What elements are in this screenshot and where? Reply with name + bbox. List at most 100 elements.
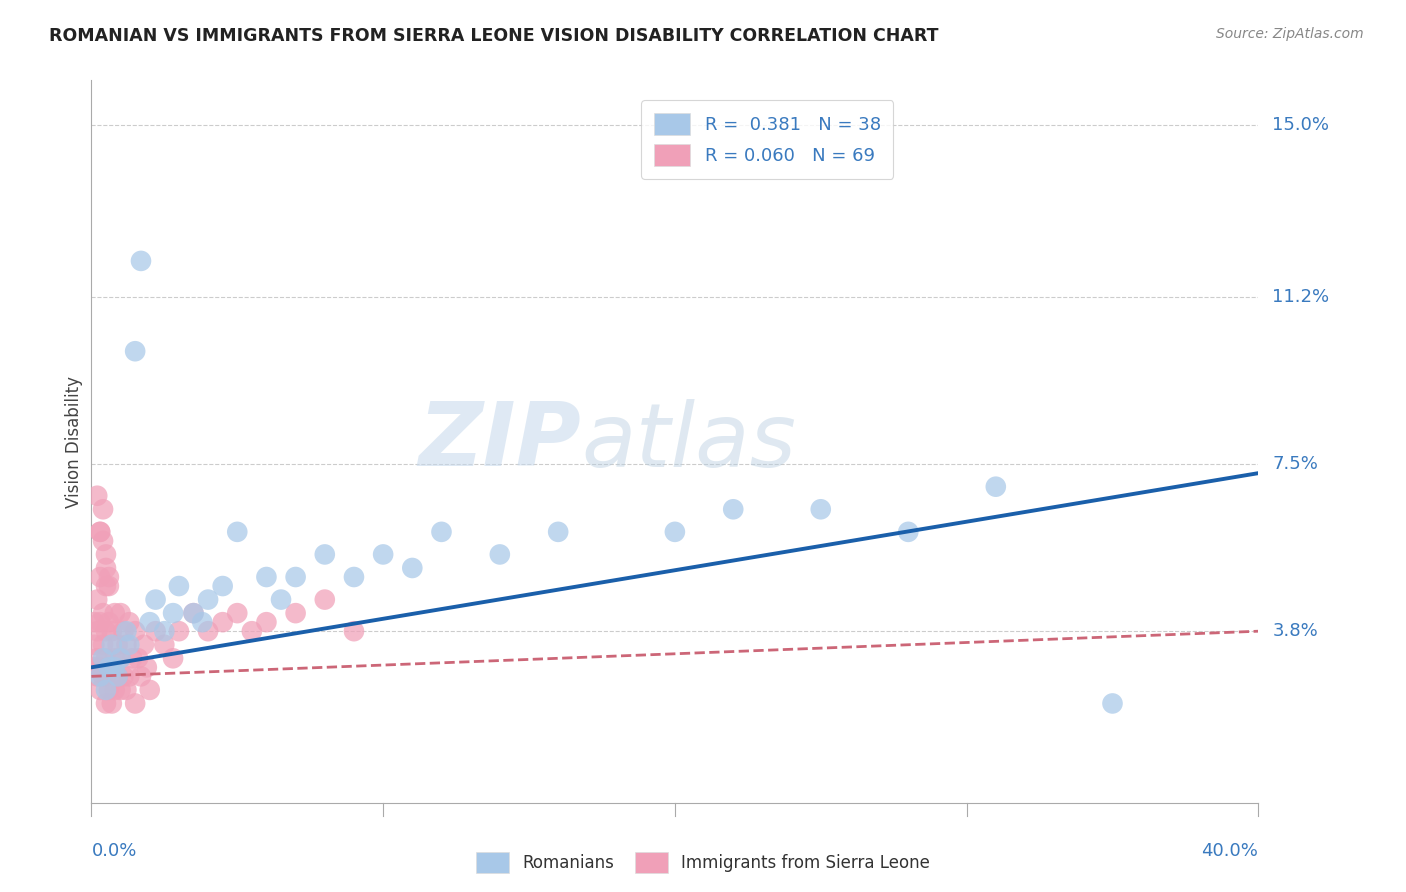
Point: [167, 624, 190, 639]
Point: [343, 570, 366, 584]
Text: 0.0%: 0.0%: [91, 842, 136, 860]
Point: [118, 669, 141, 683]
Point: [94, 579, 117, 593]
Point: [138, 682, 162, 697]
Point: [89, 524, 111, 539]
Point: [112, 624, 135, 639]
Point: [371, 548, 394, 562]
Point: [121, 651, 143, 665]
Point: [104, 682, 127, 697]
Point: [153, 638, 176, 652]
Point: [191, 615, 214, 630]
Point: [547, 524, 569, 539]
Point: [153, 624, 176, 639]
Point: [118, 638, 141, 652]
Point: [115, 682, 138, 697]
Point: [86, 489, 108, 503]
Point: [91, 651, 114, 665]
Point: [129, 253, 152, 268]
Point: [94, 624, 117, 639]
Point: [115, 638, 138, 652]
Point: [86, 592, 108, 607]
Text: 11.2%: 11.2%: [1272, 288, 1330, 306]
Point: [89, 669, 111, 683]
Point: [129, 669, 152, 683]
Point: [284, 606, 307, 620]
Point: [101, 624, 124, 639]
Point: [89, 660, 111, 674]
Point: [183, 606, 205, 620]
Point: [115, 624, 138, 639]
Point: [226, 606, 249, 620]
Point: [810, 502, 832, 516]
Point: [97, 660, 120, 674]
Point: [197, 592, 219, 607]
Point: [162, 606, 184, 620]
Point: [211, 615, 233, 630]
Point: [107, 669, 129, 683]
Point: [89, 682, 111, 697]
Point: [314, 592, 336, 607]
Point: [91, 502, 114, 516]
Text: atlas: atlas: [582, 399, 796, 484]
Legend: Romanians, Immigrants from Sierra Leone: Romanians, Immigrants from Sierra Leone: [470, 846, 936, 880]
Text: 3.8%: 3.8%: [1272, 623, 1317, 640]
Point: [91, 606, 114, 620]
Point: [101, 697, 124, 711]
Y-axis label: Vision Disability: Vision Disability: [65, 376, 83, 508]
Text: ROMANIAN VS IMMIGRANTS FROM SIERRA LEONE VISION DISABILITY CORRELATION CHART: ROMANIAN VS IMMIGRANTS FROM SIERRA LEONE…: [49, 27, 939, 45]
Legend: R =  0.381   N = 38, R = 0.060   N = 69: R = 0.381 N = 38, R = 0.060 N = 69: [641, 100, 893, 178]
Point: [94, 697, 117, 711]
Point: [94, 651, 117, 665]
Point: [91, 533, 114, 548]
Point: [118, 615, 141, 630]
Point: [240, 624, 263, 639]
Point: [101, 660, 124, 674]
Point: [314, 548, 336, 562]
Point: [104, 660, 127, 674]
Point: [94, 561, 117, 575]
Point: [135, 660, 157, 674]
Point: [94, 682, 117, 697]
Point: [124, 697, 146, 711]
Point: [91, 669, 114, 683]
Point: [138, 615, 162, 630]
Point: [167, 579, 190, 593]
Point: [83, 615, 105, 630]
Point: [86, 651, 108, 665]
Point: [107, 669, 129, 683]
Point: [270, 592, 292, 607]
Point: [112, 669, 135, 683]
Point: [104, 651, 127, 665]
Point: [86, 624, 108, 639]
Point: [97, 570, 120, 584]
Point: [86, 669, 108, 683]
Point: [124, 344, 146, 359]
Point: [197, 624, 219, 639]
Point: [91, 638, 114, 652]
Point: [127, 651, 149, 665]
Point: [284, 570, 307, 584]
Point: [97, 682, 120, 697]
Point: [94, 548, 117, 562]
Point: [254, 570, 277, 584]
Point: [89, 615, 111, 630]
Point: [1101, 697, 1123, 711]
Point: [132, 638, 155, 652]
Point: [145, 624, 167, 639]
Text: 40.0%: 40.0%: [1202, 842, 1258, 860]
Point: [226, 524, 249, 539]
Point: [101, 638, 124, 652]
Point: [97, 615, 120, 630]
Point: [94, 669, 117, 683]
Point: [162, 651, 184, 665]
Point: [183, 606, 205, 620]
Point: [97, 579, 120, 593]
Point: [83, 638, 105, 652]
Point: [110, 682, 132, 697]
Point: [97, 660, 120, 674]
Text: ZIP: ZIP: [419, 398, 582, 485]
Point: [401, 561, 423, 575]
Point: [897, 524, 920, 539]
Point: [343, 624, 366, 639]
